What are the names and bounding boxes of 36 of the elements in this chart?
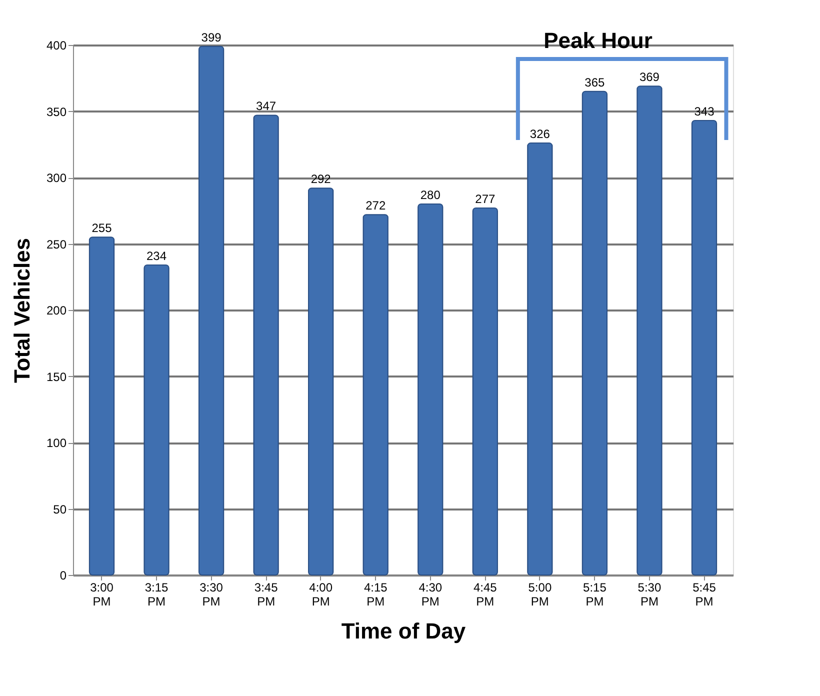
x-tick-label: 5:15 PM xyxy=(583,580,607,608)
y-tick-label: 0 xyxy=(60,568,67,582)
data-label: 292 xyxy=(310,172,332,186)
data-label: 277 xyxy=(475,192,496,206)
data-label: 255 xyxy=(92,221,112,236)
y-axis-title: Total Vehicles xyxy=(9,238,34,384)
y-tick-label: 250 xyxy=(46,237,67,252)
x-tick-label: 3:15 PM xyxy=(144,580,169,608)
data-label: 369 xyxy=(639,70,660,84)
y-tick-label: 350 xyxy=(46,104,67,119)
x-tick-label: 4:45 PM xyxy=(473,580,498,608)
x-tick-label: 4:30 PM xyxy=(418,580,442,608)
annotation: Peak Hour xyxy=(544,28,653,53)
y-tick-label: 300 xyxy=(46,171,67,185)
x-tick-label: 3:45 PM xyxy=(254,580,278,608)
data-label: 365 xyxy=(584,75,606,90)
data-label: 234 xyxy=(146,248,167,263)
x-tick-label: 5:00 PM xyxy=(528,580,552,608)
data-label: 343 xyxy=(694,104,715,119)
x-tick-label: 4:15 PM xyxy=(364,580,388,608)
y-tick-label: 150 xyxy=(46,370,67,384)
y-tick-label: 200 xyxy=(46,304,67,318)
x-tick-label: 3:30 PM xyxy=(200,580,224,608)
y-tick-label: 100 xyxy=(46,436,67,450)
data-label: 399 xyxy=(201,30,222,44)
data-label: 326 xyxy=(530,127,550,142)
x-tick-label: 5:45 PM xyxy=(692,580,716,608)
data-label: 272 xyxy=(366,198,386,213)
x-tick-label: 4:00 PM xyxy=(309,580,333,608)
data-label: 347 xyxy=(256,99,276,114)
data-label: 280 xyxy=(420,188,441,202)
x-axis-title: Time of Day xyxy=(341,618,466,644)
x-tick-label: 5:30 PM xyxy=(638,580,662,608)
y-tick-label: 400 xyxy=(46,38,67,52)
y-tick-label: 50 xyxy=(53,502,67,516)
x-tick-label: 3:00 PM xyxy=(90,580,114,608)
